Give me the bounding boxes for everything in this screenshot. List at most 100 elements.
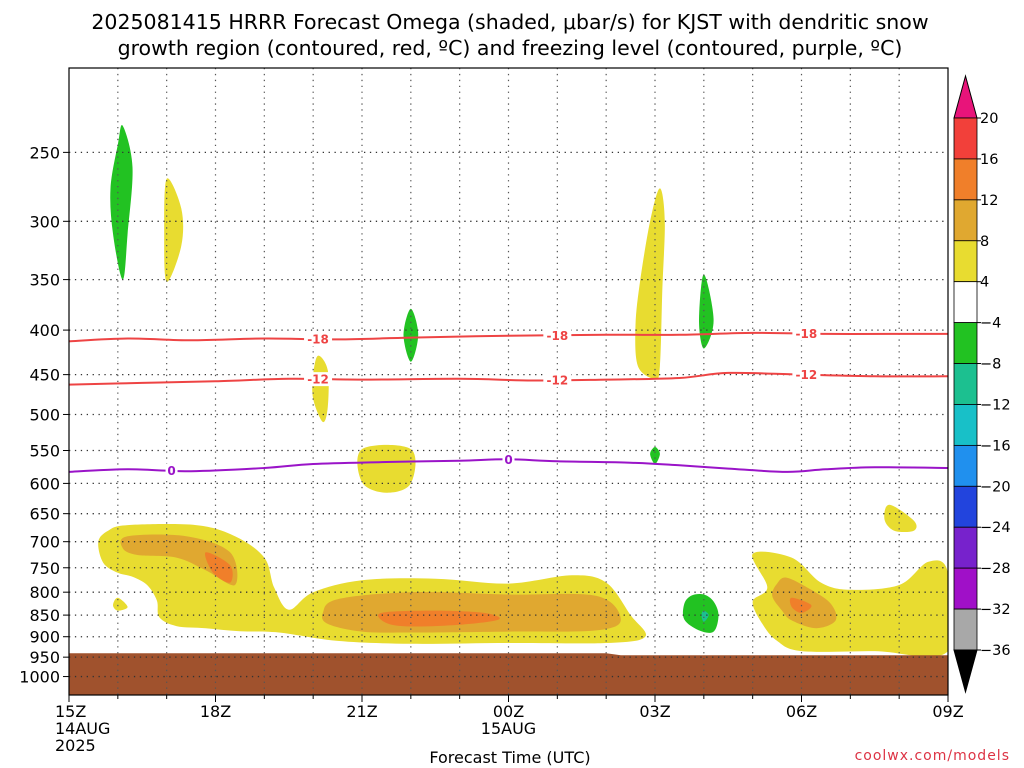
y-tick-label: 550 <box>29 442 60 461</box>
y-tick-label: 400 <box>29 321 60 340</box>
x-tick-label: 2025 <box>55 736 96 755</box>
y-axis: 250 300 350 400 450 500 550 600 650 700 750 800 850 9… <box>19 143 69 687</box>
colorbar-bin <box>953 199 978 242</box>
x-tick-label: 03Z <box>639 702 670 721</box>
x-tick-label: 18Z <box>200 702 231 721</box>
contour-label-bg <box>543 328 572 343</box>
colorbar-bin <box>953 117 978 160</box>
contour-label-bg <box>543 373 572 388</box>
contour-label: -12 <box>307 373 329 387</box>
omega-region <box>701 610 709 622</box>
contour-label: -12 <box>796 368 818 382</box>
contour-label-bg <box>304 332 333 347</box>
omega-region <box>403 308 419 362</box>
omega-region <box>789 597 812 613</box>
contour-layer: -18 -18 -18 -12 -12 -12 0 0 <box>69 326 948 478</box>
contour-label-bg <box>304 372 333 387</box>
contour-label: 0 <box>504 453 512 467</box>
x-tick-label: 21Z <box>346 702 377 721</box>
colorbar-label: −24 <box>980 520 1011 536</box>
omega-region <box>699 274 714 349</box>
x-tick-label: 14AUG <box>55 719 110 738</box>
x-tick-label: 06Z <box>786 702 817 721</box>
contour-label: -18 <box>546 329 568 343</box>
colorbar-label: 12 <box>980 193 998 209</box>
contour-label: -12 <box>546 374 568 388</box>
omega-region <box>635 188 665 379</box>
omega-region <box>164 178 184 282</box>
omega-region <box>682 593 719 633</box>
colorbar-label: 8 <box>980 234 989 250</box>
omega-region <box>357 444 416 493</box>
colorbar-label: −20 <box>980 479 1011 495</box>
y-tick-label: 700 <box>29 533 60 552</box>
contour-line <box>69 458 948 473</box>
contour-label-bg <box>792 367 821 382</box>
x-axis-label: Forecast Time (UTC) <box>429 748 590 767</box>
surface-layer <box>69 653 948 695</box>
contour-label: 0 <box>167 464 175 478</box>
colorbar-label: −32 <box>980 602 1011 618</box>
y-tick-label: 300 <box>29 212 60 231</box>
omega-region <box>204 552 233 583</box>
y-tick-label: 950 <box>29 648 60 667</box>
contour-line <box>69 331 948 343</box>
x-tick-label: 09Z <box>932 702 963 721</box>
colorbar-label: 16 <box>980 152 998 168</box>
colorbar-bin <box>953 322 978 364</box>
contour-label-bg <box>165 463 178 478</box>
colorbar-bin <box>953 281 978 324</box>
omega-region <box>378 610 500 627</box>
y-tick-label: 650 <box>29 505 60 524</box>
y-tick-label: 500 <box>29 405 60 424</box>
omega-region <box>113 597 128 611</box>
y-tick-label: 750 <box>29 559 60 578</box>
colorbar-label: 4 <box>980 275 989 291</box>
omega-shaded-layer <box>98 125 948 657</box>
contour-label-bg <box>792 326 821 341</box>
colorbar-label: −28 <box>980 561 1011 577</box>
y-tick-label: 250 <box>29 143 60 162</box>
colorbar-bin <box>953 240 978 283</box>
colorbar: 20 16 12 8 4 −4 −8 −12 −16 −20 −24 −28 −32 −36 <box>953 74 1011 694</box>
chart-title: 2025081415 HRRR Forecast Omega (shaded, … <box>91 10 928 34</box>
colorbar-bin <box>953 363 978 405</box>
colorbar-bin <box>953 158 978 201</box>
x-tick-label: 00Z <box>493 702 524 721</box>
colorbar-label: −8 <box>980 357 1001 373</box>
chart-subtitle: growth region (contoured, red, ºC) and f… <box>118 36 903 60</box>
credit-text: coolwx.com/models <box>855 748 1010 764</box>
plot-area: -18 -18 -18 -12 -12 -12 0 0 <box>68 67 949 696</box>
omega-region <box>752 551 948 657</box>
colorbar-label: −36 <box>980 643 1011 659</box>
omega-region <box>110 125 133 280</box>
colorbar-bin <box>953 567 978 610</box>
x-tick-label: 15Z <box>55 702 86 721</box>
y-tick-label: 850 <box>29 606 60 625</box>
colorbar-top-arrow <box>953 74 978 119</box>
omega-region <box>884 504 917 533</box>
colorbar-bin <box>953 526 978 569</box>
x-tick-label: 15AUG <box>481 719 536 738</box>
contour-label-bg <box>502 452 515 467</box>
y-tick-label: 450 <box>29 366 60 385</box>
y-tick-label: 350 <box>29 271 60 290</box>
colorbar-label: −12 <box>980 397 1011 413</box>
y-tick-label: 600 <box>29 474 60 493</box>
contour-label: -18 <box>307 333 329 347</box>
y-tick-label: 900 <box>29 628 60 647</box>
colorbar-bottom-arrow <box>953 649 978 694</box>
colorbar-bin <box>953 444 978 487</box>
colorbar-bin <box>953 404 978 446</box>
colorbar-label: 20 <box>980 111 998 127</box>
omega-region <box>120 534 238 586</box>
y-tick-label: 1000 <box>19 668 60 687</box>
colorbar-label: −4 <box>980 316 1001 332</box>
omega-region <box>650 447 660 464</box>
colorbar-bin <box>953 485 978 528</box>
ground-fill <box>69 653 948 695</box>
colorbar-label: −16 <box>980 438 1011 454</box>
colorbar-bin <box>953 608 978 651</box>
